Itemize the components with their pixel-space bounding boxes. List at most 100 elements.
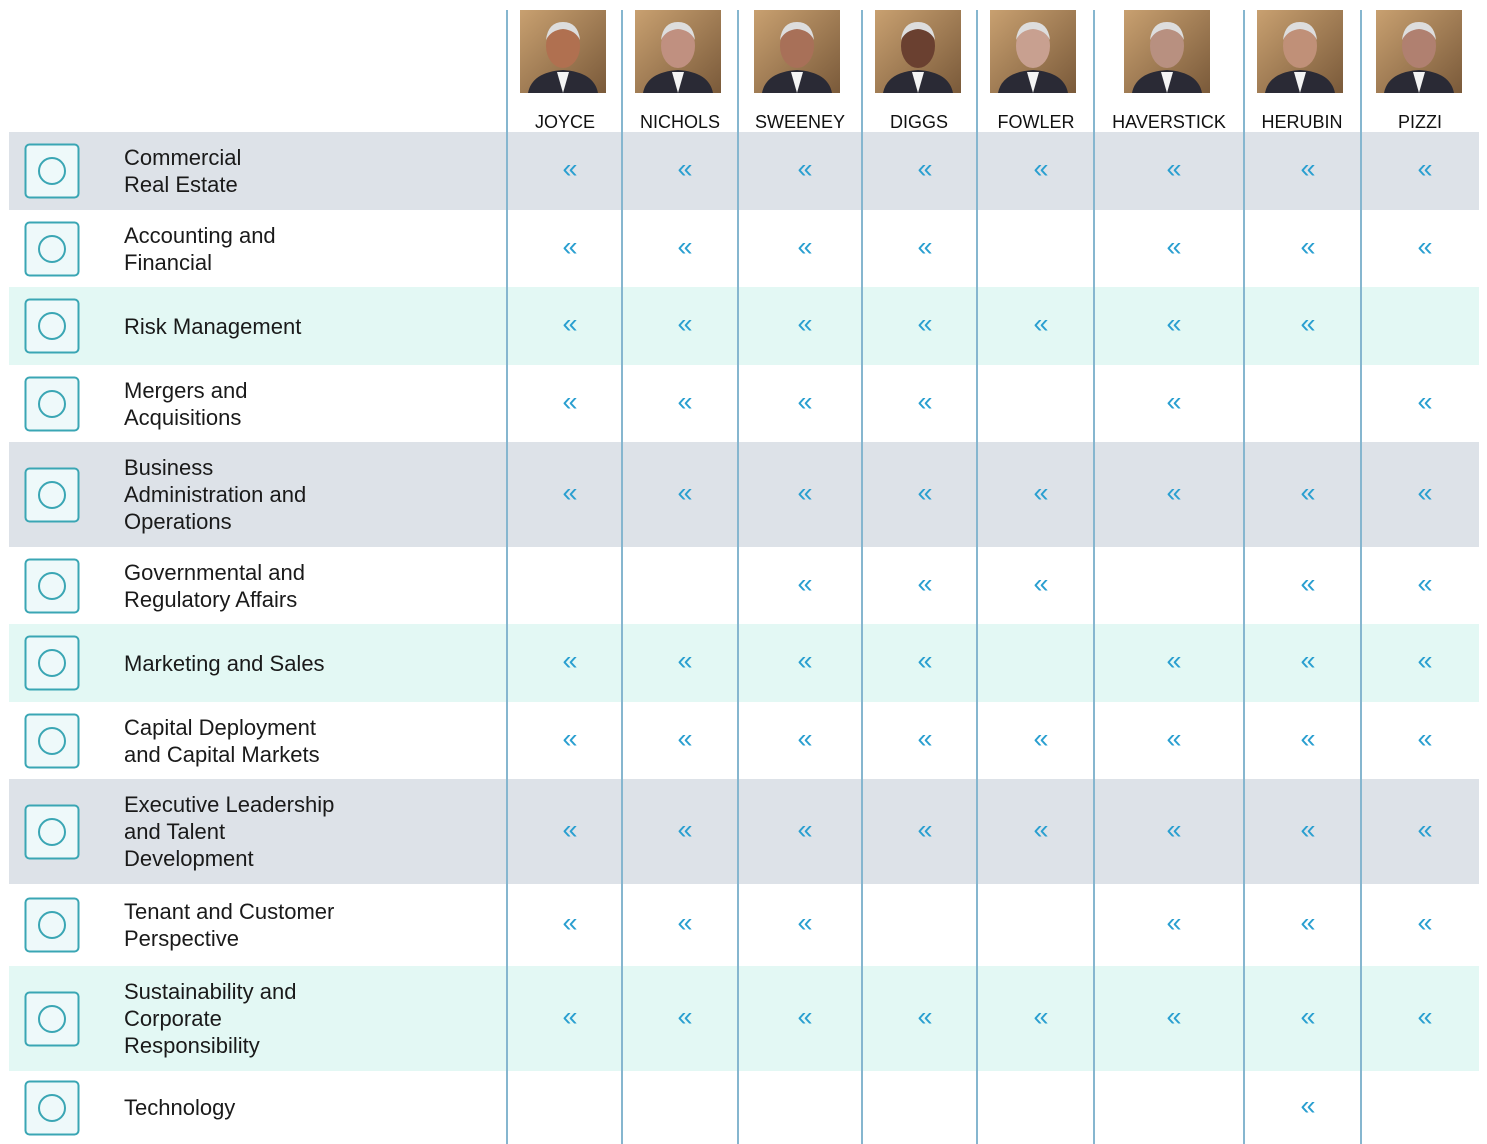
skill-mark: « bbox=[1417, 479, 1432, 506]
skill-mark: « bbox=[1166, 648, 1181, 675]
skill-mark: « bbox=[917, 725, 932, 752]
skill-mark: « bbox=[797, 910, 812, 937]
label-line: Commercial bbox=[124, 144, 241, 171]
row-icon bbox=[24, 143, 80, 199]
row-label: Risk Management bbox=[124, 313, 301, 340]
skill-mark: « bbox=[1417, 388, 1432, 415]
row-icon bbox=[24, 558, 80, 614]
skill-mark: « bbox=[917, 1003, 932, 1030]
director-name: FOWLER bbox=[997, 112, 1074, 133]
label-line: Financial bbox=[124, 249, 276, 276]
skill-mark: « bbox=[797, 648, 812, 675]
skill-mark: « bbox=[1417, 1003, 1432, 1030]
column-divider bbox=[506, 10, 508, 1144]
skill-mark: « bbox=[1417, 725, 1432, 752]
skill-mark: « bbox=[1033, 156, 1048, 183]
page: {"header":{"directors":["JOYCE","NICHOLS… bbox=[0, 0, 1487, 1144]
skill-mark: « bbox=[1033, 311, 1048, 338]
skill-mark: « bbox=[1166, 910, 1181, 937]
skill-mark: « bbox=[797, 156, 812, 183]
skill-mark: « bbox=[1300, 479, 1315, 506]
skill-mark: « bbox=[1300, 1003, 1315, 1030]
row-icon bbox=[24, 221, 80, 277]
label-line: Tenant and Customer bbox=[124, 898, 334, 925]
row-icon bbox=[24, 467, 80, 523]
skill-mark: « bbox=[1300, 816, 1315, 843]
label-line: Responsibility bbox=[124, 1032, 296, 1059]
column-divider bbox=[1360, 10, 1362, 1144]
skill-mark: « bbox=[797, 816, 812, 843]
director-name: HAVERSTICK bbox=[1112, 112, 1226, 133]
skill-mark: « bbox=[797, 570, 812, 597]
skill-mark: « bbox=[1300, 910, 1315, 937]
skill-mark: « bbox=[1033, 479, 1048, 506]
skill-mark: « bbox=[1033, 725, 1048, 752]
row-label: CommercialReal Estate bbox=[124, 144, 241, 198]
column-divider bbox=[1093, 10, 1095, 1144]
label-line: Mergers and bbox=[124, 377, 248, 404]
skill-mark: « bbox=[797, 388, 812, 415]
row-icon bbox=[24, 298, 80, 354]
skill-mark: « bbox=[1300, 648, 1315, 675]
label-line: Regulatory Affairs bbox=[124, 586, 305, 613]
director-name: DIGGS bbox=[890, 112, 948, 133]
row-icon bbox=[24, 1080, 80, 1136]
row-icon bbox=[24, 804, 80, 860]
skill-mark: « bbox=[917, 479, 932, 506]
skill-mark: « bbox=[1417, 648, 1432, 675]
skill-mark: « bbox=[917, 570, 932, 597]
skill-mark: « bbox=[562, 910, 577, 937]
director-photo bbox=[875, 10, 961, 93]
skill-mark: « bbox=[1166, 233, 1181, 260]
skill-mark: « bbox=[562, 725, 577, 752]
skill-mark: « bbox=[797, 311, 812, 338]
skill-mark: « bbox=[677, 156, 692, 183]
skill-mark: « bbox=[1033, 570, 1048, 597]
skill-mark: « bbox=[677, 233, 692, 260]
skill-mark: « bbox=[1166, 388, 1181, 415]
skill-mark: « bbox=[1417, 570, 1432, 597]
skill-mark: « bbox=[1417, 233, 1432, 260]
label-line: Technology bbox=[124, 1094, 235, 1121]
skill-mark: « bbox=[1300, 725, 1315, 752]
row-icon bbox=[24, 376, 80, 432]
skill-mark: « bbox=[917, 816, 932, 843]
skill-mark: « bbox=[1300, 233, 1315, 260]
director-photo bbox=[1124, 10, 1210, 93]
label-line: Development bbox=[124, 845, 334, 872]
row-label: Marketing and Sales bbox=[124, 650, 325, 677]
skill-mark: « bbox=[562, 156, 577, 183]
row-label: Governmental andRegulatory Affairs bbox=[124, 559, 305, 613]
label-line: Capital Deployment bbox=[124, 714, 320, 741]
director-name: HERUBIN bbox=[1261, 112, 1342, 133]
skill-mark: « bbox=[1300, 311, 1315, 338]
label-line: Administration and bbox=[124, 481, 306, 508]
skill-mark: « bbox=[917, 388, 932, 415]
skill-mark: « bbox=[1300, 1092, 1315, 1119]
row-icon bbox=[24, 897, 80, 953]
label-line: and Talent bbox=[124, 818, 334, 845]
director-name: SWEENEY bbox=[755, 112, 845, 133]
skill-mark: « bbox=[562, 479, 577, 506]
label-line: Real Estate bbox=[124, 171, 241, 198]
skill-mark: « bbox=[1033, 1003, 1048, 1030]
label-line: Operations bbox=[124, 508, 306, 535]
director-name: NICHOLS bbox=[640, 112, 720, 133]
director-photo bbox=[635, 10, 721, 93]
label-line: Perspective bbox=[124, 925, 334, 952]
row-label: BusinessAdministration andOperations bbox=[124, 454, 306, 535]
skill-mark: « bbox=[1166, 156, 1181, 183]
row-label: Tenant and CustomerPerspective bbox=[124, 898, 334, 952]
skill-mark: « bbox=[677, 816, 692, 843]
row-label: Technology bbox=[124, 1094, 235, 1121]
row-label: Executive Leadershipand TalentDevelopmen… bbox=[124, 791, 334, 872]
skill-mark: « bbox=[1300, 570, 1315, 597]
skill-mark: « bbox=[917, 311, 932, 338]
director-photo bbox=[1257, 10, 1343, 93]
skill-mark: « bbox=[677, 910, 692, 937]
label-line: Corporate bbox=[124, 1005, 296, 1032]
skill-mark: « bbox=[797, 1003, 812, 1030]
skill-mark: « bbox=[1166, 479, 1181, 506]
director-name: JOYCE bbox=[535, 112, 595, 133]
row-icon bbox=[24, 991, 80, 1047]
